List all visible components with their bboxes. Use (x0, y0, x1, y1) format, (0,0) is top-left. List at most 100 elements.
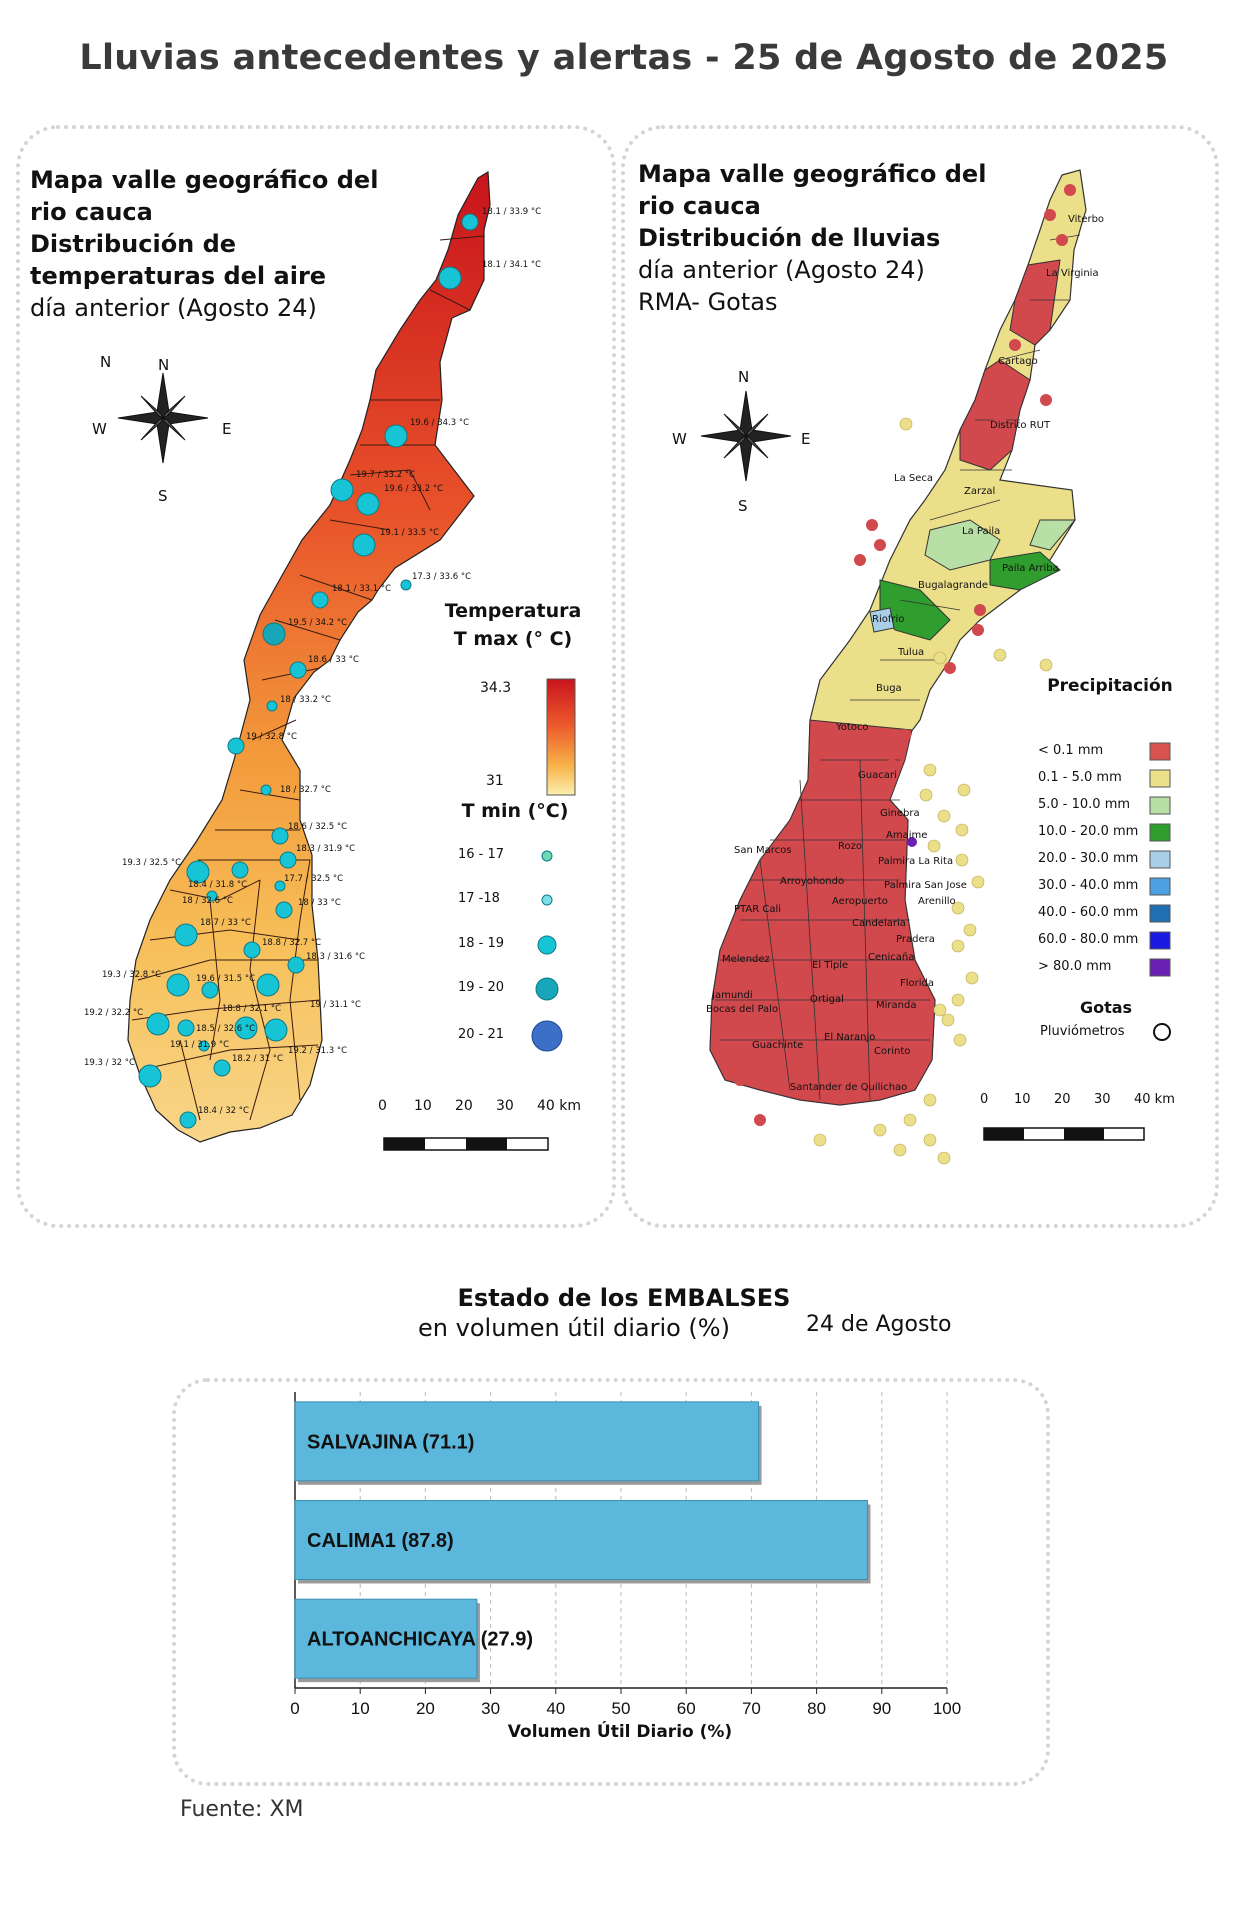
embalses-heading: Estado de los EMBALSES (457, 1284, 791, 1312)
city-label: Candelaria (852, 918, 906, 929)
scale-label: 0 (378, 1098, 387, 1114)
station-label: 18.3 / 31.9 °C (296, 844, 356, 854)
source-note: Fuente: XM (180, 1797, 304, 1822)
scale-label: 20 (1054, 1092, 1071, 1107)
tmin-legend-label: 17 -18 (458, 891, 500, 906)
x-tick-label: 100 (933, 1699, 961, 1718)
station-label: 19 / 32.8 °C (246, 732, 297, 742)
city-label: Pradera (896, 934, 935, 945)
city-label: Ortigal (810, 994, 844, 1005)
city-label: Arroyohondo (780, 876, 845, 887)
rainfall-zone-dry (1009, 259, 1061, 346)
city-label: Distrito RUT (990, 420, 1051, 431)
city-label: Bugalagrande (918, 580, 989, 591)
legend-swatch (1149, 931, 1171, 950)
station-label: 19.3 / 32.8 °C (102, 970, 162, 980)
rainfall-voronoi-lines (715, 234, 1081, 1101)
station-label: 18.5 / 32.6 °C (196, 1024, 256, 1034)
temperature-heading-date: día anterior (Agosto 24) (30, 294, 317, 322)
rainfall-zone-dry (709, 719, 936, 1106)
tmin-legend-marker (541, 850, 553, 862)
station-label: 19.7 / 33.2 °C (356, 470, 416, 480)
compass-label-s: S (738, 497, 748, 515)
scale-label: 40 km (1134, 1092, 1175, 1107)
bar (294, 1598, 478, 1679)
tmin-legend-title: T min (°C) (461, 800, 569, 822)
x-tick-label: 80 (807, 1699, 826, 1718)
city-label: Amaime (886, 830, 928, 841)
city-label: El Naranjo (824, 1032, 876, 1043)
city-label: La Virginia (1046, 268, 1099, 279)
station-label: 19.5 / 34.2 °C (288, 618, 348, 628)
city-label: Ginebra (880, 808, 920, 819)
compass-rose-icon (117, 372, 209, 464)
rainfall-zone-light (924, 519, 1001, 571)
city-label: Viterbo (1068, 214, 1105, 225)
city-label: Tulua (898, 647, 925, 658)
temperature-heading-line: Mapa valle geográfico del (30, 166, 379, 194)
city-label: Miranda (876, 1000, 917, 1011)
compass-label-e: E (222, 420, 232, 438)
temperature-map-heading: Mapa valle geográfico del rio cauca Dist… (30, 164, 378, 324)
station-label: 18.3 / 31.6 °C (306, 952, 366, 962)
temperature-heading-line: rio cauca (30, 198, 153, 226)
rainfall-heading-source: RMA- Gotas (638, 288, 778, 316)
bar (294, 1500, 868, 1580)
station-label: 19.1 / 33.5 °C (380, 528, 440, 538)
rain-gauge-marker-heavy (907, 837, 917, 847)
rainfall-heading-date: día anterior (Agosto 24) (638, 256, 925, 284)
city-label: Rozo (838, 841, 862, 852)
legend-label: 30.0 - 40.0 mm (1038, 878, 1139, 893)
city-label: Jamundi (712, 990, 753, 1001)
rainfall-zone-light (1029, 519, 1077, 551)
city-label: Santander de Quilichao (790, 1082, 908, 1093)
tmin-legend-marker (535, 977, 559, 1001)
legend-swatch (1149, 796, 1171, 815)
compass-label-w: W (672, 430, 687, 448)
x-tick-label: 60 (677, 1699, 696, 1718)
legend-label: 10.0 - 20.0 mm (1038, 824, 1139, 839)
chart-x-axis-label: Volumen Útil Diario (%) (507, 1722, 733, 1742)
legend-swatch (1149, 877, 1171, 896)
compass-label-n: N (100, 353, 112, 371)
bar-label: CALIMA1 (87.8) (307, 1530, 454, 1552)
rain-gauge-legend-marker (1153, 1023, 1171, 1041)
rainfall-map-panel (621, 125, 1219, 1228)
station-label: 18 / 33.2 °C (280, 695, 331, 705)
station-label: 19.3 / 32 °C (84, 1058, 135, 1068)
tmax-legend-subtitle: T max (° C) (453, 628, 573, 650)
x-tick-label: 20 (416, 1699, 435, 1718)
station-label: 18.6 / 32.5 °C (288, 822, 348, 832)
precipitation-legend-title: Precipitación (1047, 676, 1173, 696)
bar (294, 1401, 760, 1482)
tmin-legend-label: 18 - 19 (458, 936, 505, 951)
station-label: 19.6 / 33.2 °C (384, 484, 444, 494)
station-label: 17.3 / 33.6 °C (412, 572, 472, 582)
tmax-color-bar (546, 678, 576, 796)
city-label: Palmira La Rita (878, 856, 954, 867)
station-label: 18.1 / 33.1 °C (332, 584, 392, 594)
scale-label: 30 (1094, 1092, 1111, 1107)
embalses-chart-panel (172, 1378, 1050, 1786)
legend-swatch (1149, 850, 1171, 869)
city-label: Corinto (874, 1046, 911, 1057)
city-label: Cartago (998, 356, 1038, 367)
legend-label: 40.0 - 60.0 mm (1038, 905, 1139, 920)
rainfall-heading-line: rio cauca (638, 192, 761, 220)
tmin-legend-marker (531, 1020, 563, 1052)
compass-label-s: S (158, 487, 168, 505)
city-label: Riofrio (872, 614, 905, 625)
city-label: Palmira San Jose (884, 880, 967, 891)
compass-label-n: N (158, 356, 170, 374)
tmin-legend-marker (541, 894, 553, 906)
station-label: 19.2 / 32.2 °C (84, 1008, 144, 1018)
precipitation-legend-swatches (1149, 742, 1171, 977)
legend-label: > 80.0 mm (1038, 959, 1112, 974)
city-label: Bocas del Palo (706, 1004, 779, 1015)
station-label: 18.2 / 31 °C (232, 1054, 283, 1064)
city-label: Buga (876, 683, 902, 694)
bar-label: SALVAJINA (71.1) (307, 1431, 474, 1453)
